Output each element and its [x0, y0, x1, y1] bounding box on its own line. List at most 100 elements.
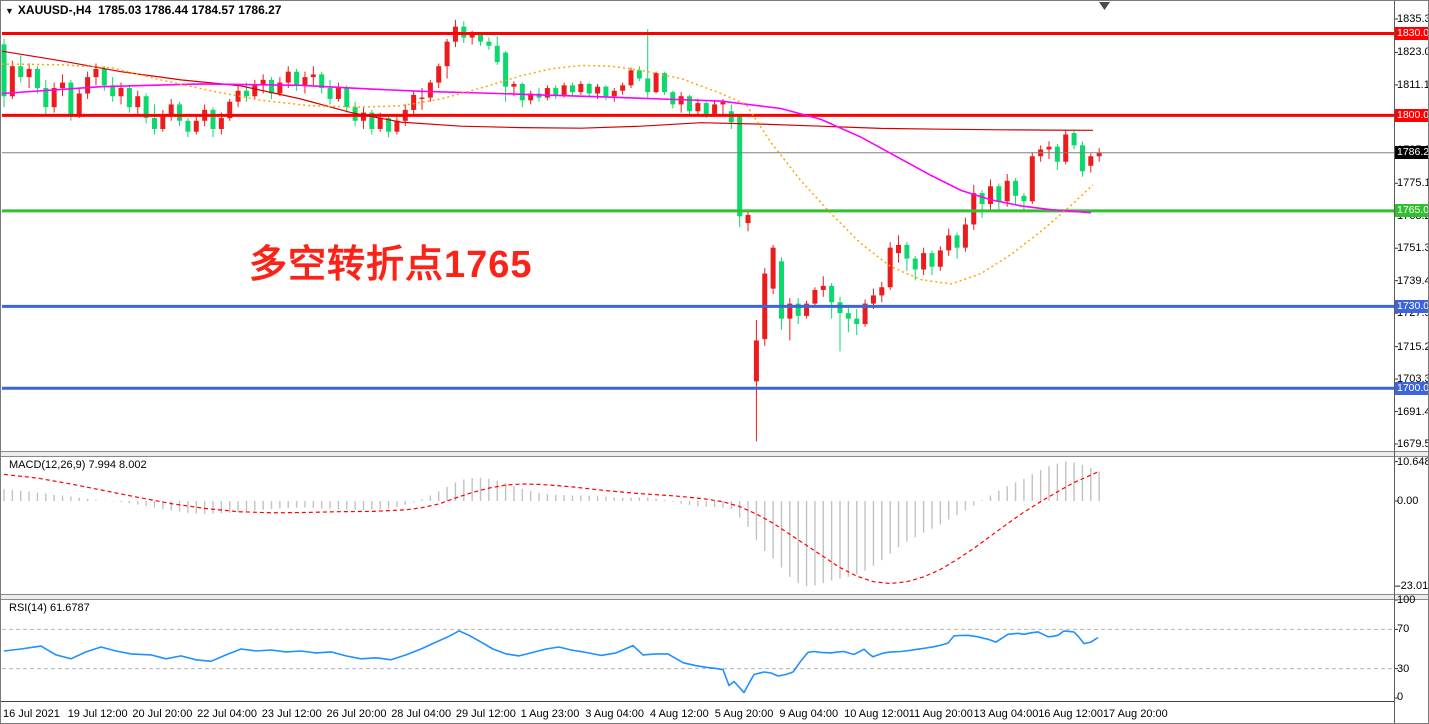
price-badge: 1765.00 [1395, 204, 1428, 218]
symbol-dropdown-icon[interactable]: ▼ [5, 6, 14, 16]
price-tick-label: 1823.05 [1397, 46, 1428, 59]
rsi-tick-label: 0 [1397, 691, 1404, 703]
panel-splitter-macd[interactable] [1, 451, 1428, 457]
candle-body [962, 224, 968, 248]
candle-body [854, 318, 860, 325]
candle-body [285, 71, 291, 83]
candle-body [687, 96, 693, 112]
candle-body [1079, 145, 1085, 172]
candle-body [110, 85, 116, 97]
candle-body [544, 88, 550, 98]
candle-body [987, 186, 993, 205]
candle-body [277, 82, 283, 94]
rsi-tick-label: 100 [1397, 594, 1416, 606]
candle-body [753, 340, 759, 382]
candle-body [51, 88, 57, 108]
chart-annotation-text: 多空转折点1765 [249, 244, 533, 286]
candle-body [43, 88, 49, 108]
candle-body [511, 83, 517, 87]
candle-body [9, 66, 15, 97]
candle-body [60, 82, 66, 89]
time-label: 11 Aug 20:00 [908, 708, 973, 720]
candle-body [419, 97, 425, 99]
time-label: 20 Jul 20:00 [132, 708, 193, 720]
time-scale[interactable] [1, 701, 1394, 723]
time-label: 22 Jul 04:00 [197, 708, 258, 720]
candle-body [1, 44, 7, 97]
candle-body [829, 285, 835, 303]
candle-body [770, 247, 776, 289]
candle-body [645, 78, 651, 93]
candle-body [193, 120, 199, 132]
candle-body [862, 303, 868, 325]
candle-body [252, 85, 258, 97]
candle-body [1096, 152, 1102, 157]
candle-body [294, 71, 300, 86]
macd-tick-label: -23.017 [1397, 580, 1429, 593]
candle-body [34, 68, 40, 89]
price-badge: 1786.27 [1395, 146, 1428, 160]
time-label: 16 Aug 12:00 [1038, 708, 1104, 720]
candle-body [478, 33, 484, 42]
price-badge: 1830.00 [1395, 26, 1428, 40]
candle-body [327, 88, 333, 99]
candle-body [870, 295, 876, 304]
price-tick-label: 1715.25 [1397, 340, 1428, 353]
candle-body [143, 96, 149, 119]
candle-body [720, 101, 726, 105]
candle-body [1054, 146, 1060, 162]
candle-body [653, 73, 659, 93]
candle-body [1021, 195, 1027, 202]
candle-body [971, 193, 977, 225]
price-badge: 1730.00 [1395, 299, 1428, 313]
candle-body [101, 68, 107, 86]
time-label: 9 Aug 04:00 [779, 708, 839, 720]
candle-body [887, 247, 893, 288]
time-label: 26 Jul 20:00 [326, 708, 387, 720]
candle-body [954, 235, 960, 248]
candle-body [444, 41, 450, 67]
candle-body [218, 118, 224, 129]
panel-splitter-rsi[interactable] [1, 594, 1428, 600]
candle-body [929, 253, 935, 267]
candle-body [93, 68, 99, 78]
price-tick-label: 1691.45 [1397, 405, 1428, 418]
candle-body [386, 118, 392, 132]
candle-body [603, 86, 609, 97]
macd-indicator-label: MACD(12,26,9) 7.994 8.002 [9, 459, 147, 471]
candle-body [553, 88, 559, 95]
macd-tick-label: 10.648 [1397, 456, 1429, 468]
time-label: 3 Aug 04:00 [585, 708, 645, 720]
candle-body [595, 86, 601, 94]
candle-body [979, 193, 985, 205]
candle-body [76, 93, 82, 116]
candle-body [712, 104, 718, 114]
candle-body [185, 120, 191, 132]
candle-body [160, 115, 166, 129]
rsi-line [3, 630, 1099, 694]
time-label: 4 Aug 12:00 [650, 708, 709, 720]
candle-body [1088, 156, 1094, 166]
time-label: 10 Aug 12:00 [844, 708, 909, 720]
candle-body [519, 83, 525, 101]
candle-body [68, 82, 74, 116]
time-label: 28 Jul 04:00 [391, 708, 452, 720]
candle-body [879, 287, 885, 296]
candle-body [18, 66, 24, 78]
price-tick-label: 1835.30 [1397, 13, 1428, 25]
rsi-tick-label: 30 [1397, 662, 1410, 675]
candle-body [269, 79, 275, 94]
candle-body [812, 289, 818, 304]
candle-body [578, 83, 584, 93]
candle-body [486, 41, 492, 46]
candle-body [896, 244, 902, 254]
candle-body [126, 88, 132, 108]
macd-signal-line [3, 470, 1100, 585]
candle-body [1046, 146, 1052, 150]
price-badge: 1800.00 [1395, 108, 1428, 122]
candle-body [628, 70, 634, 86]
price-badge: 1700.00 [1395, 381, 1428, 395]
candle-body [243, 90, 249, 97]
